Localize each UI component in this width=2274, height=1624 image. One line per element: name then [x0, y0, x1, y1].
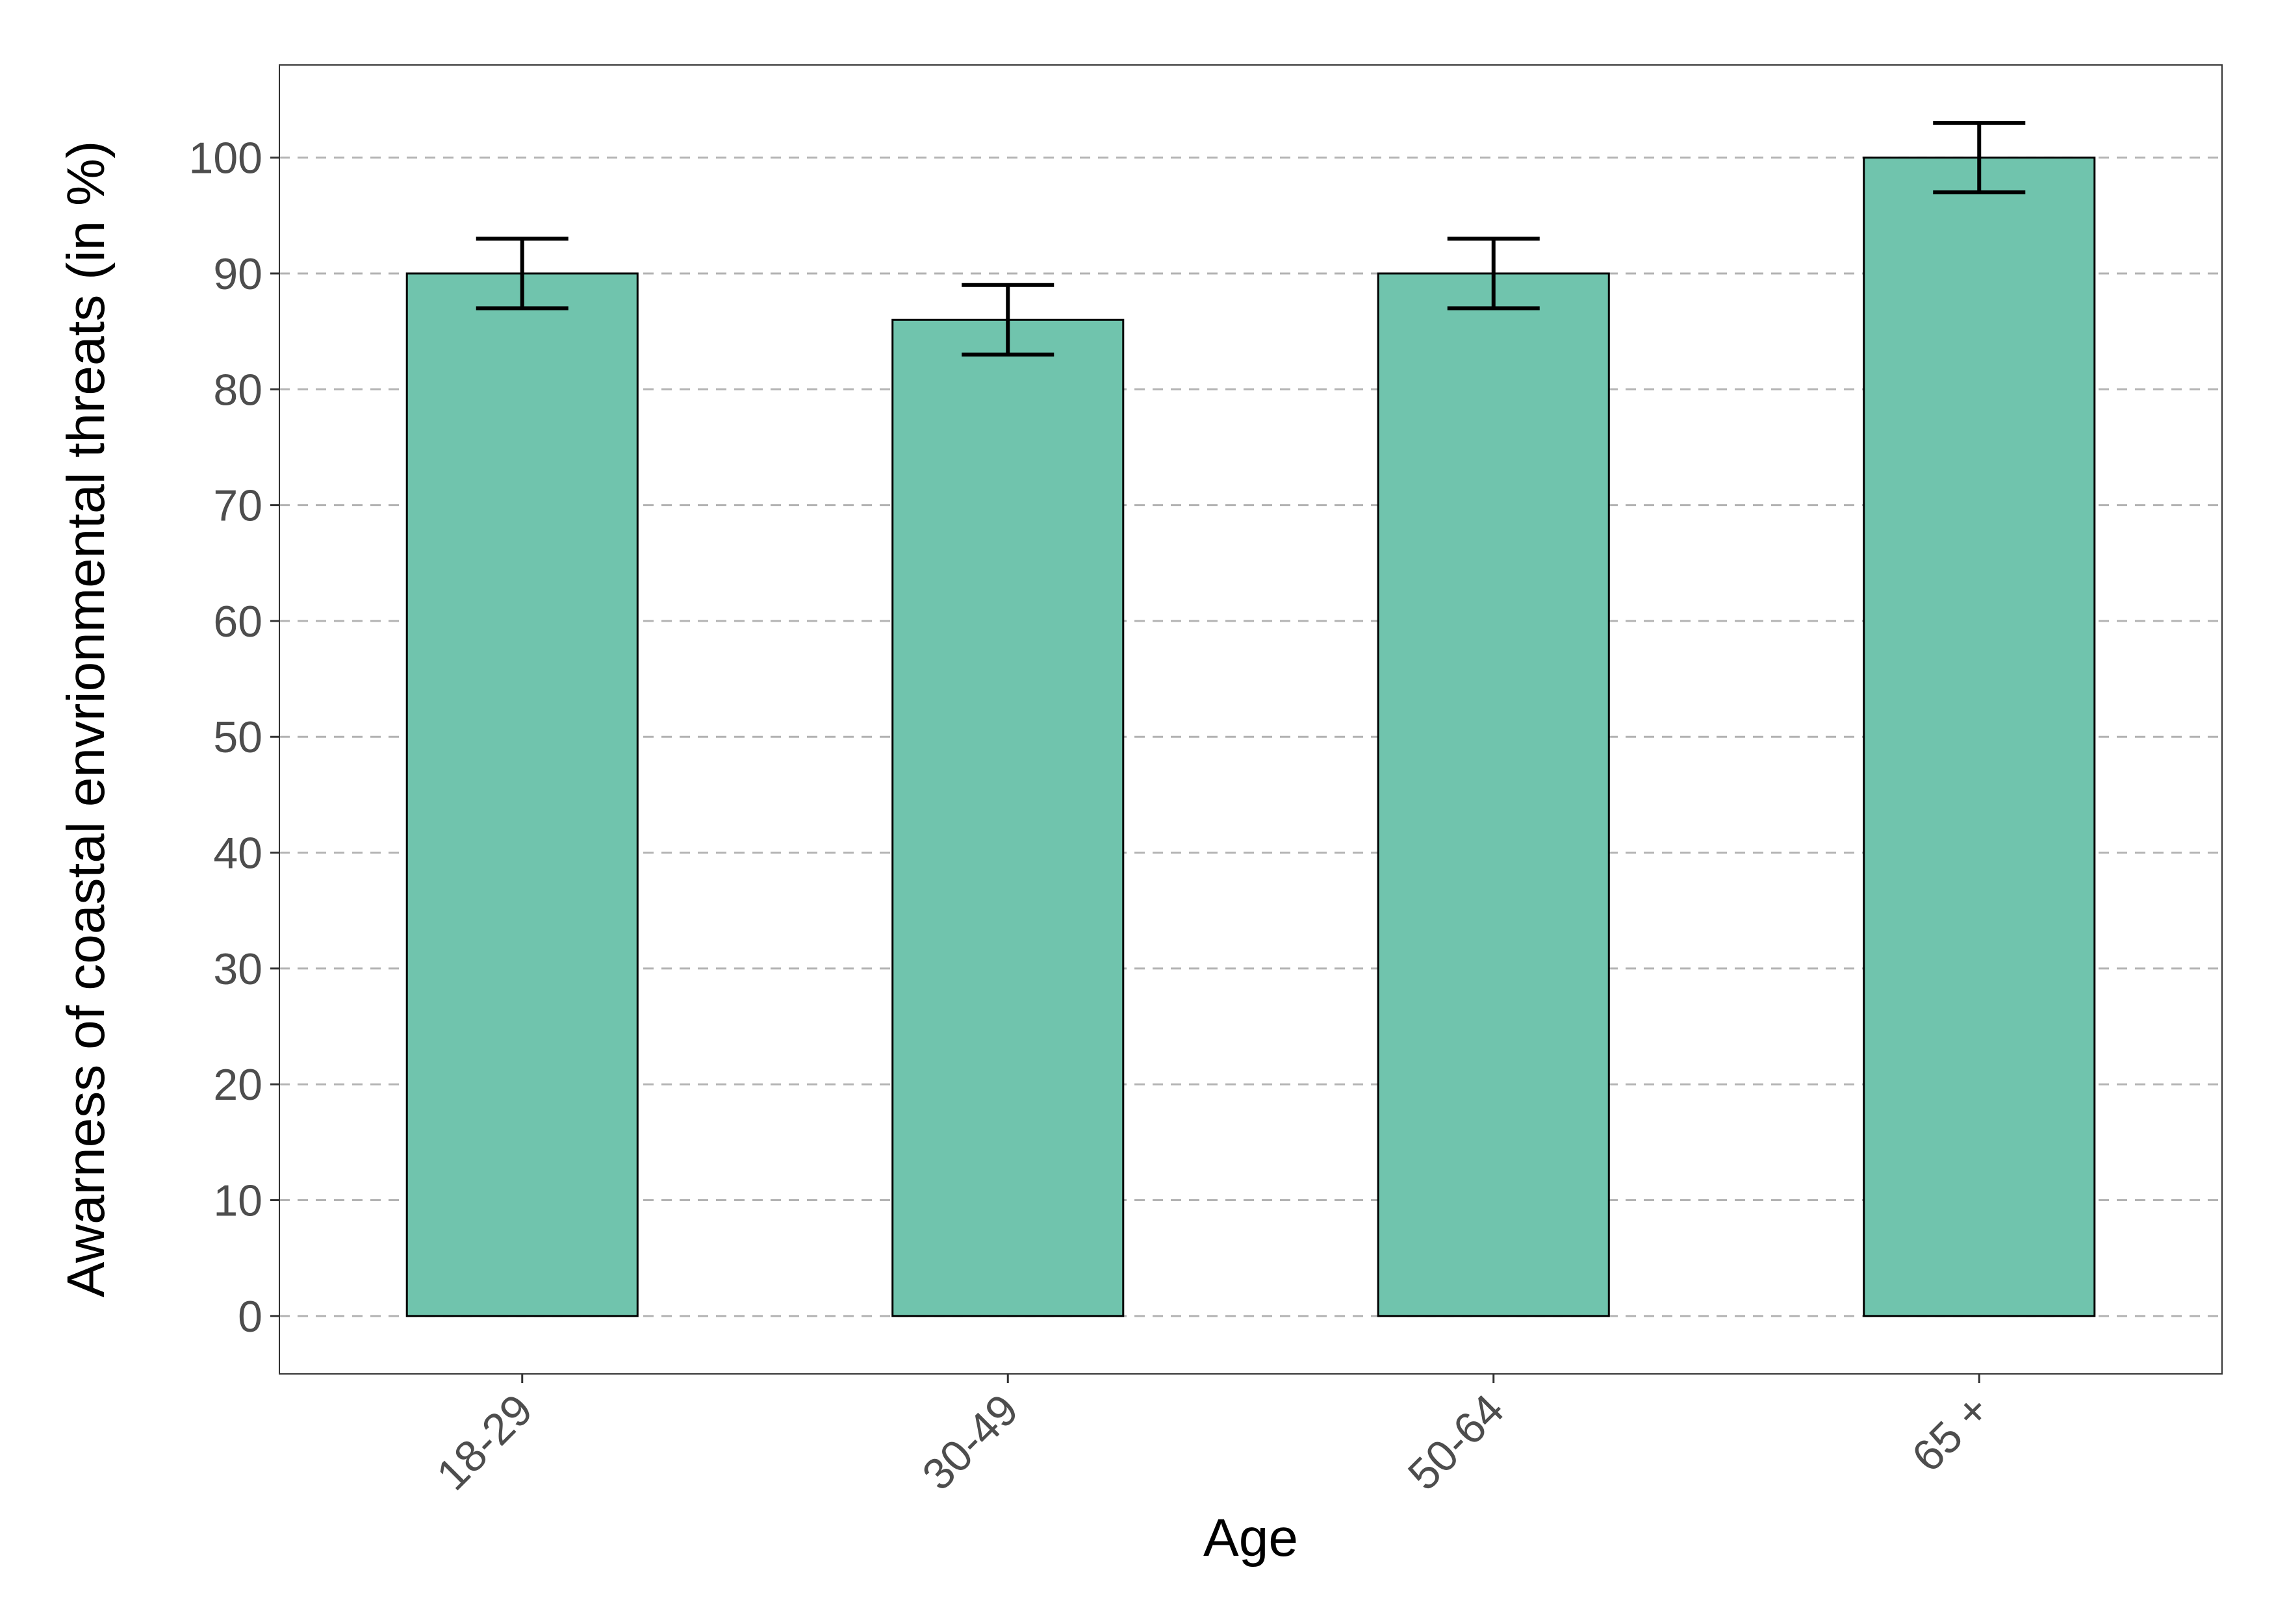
error-bar-65+	[1933, 121, 2026, 195]
x-tick-label: 65 +	[1902, 1385, 1999, 1482]
bar-65+	[1863, 157, 2096, 1317]
x-tick-label: 18-29	[428, 1385, 543, 1500]
x-axis-ticks: 18-29 30-49 50-64 65 +	[428, 1374, 1999, 1500]
error-bars	[476, 121, 2026, 357]
y-tick-label: 80	[213, 365, 262, 414]
y-tick-label: 30	[213, 945, 262, 994]
error-bar-50-64	[1447, 236, 1540, 311]
bar-18-29	[405, 272, 639, 1317]
y-tick-label: 70	[213, 481, 262, 531]
error-bar-30-49	[962, 283, 1054, 357]
y-tick-label: 20	[213, 1060, 262, 1110]
bar-30-49	[891, 318, 1125, 1317]
y-tick-label: 40	[213, 829, 262, 878]
x-tick-label: 50-64	[1399, 1385, 1514, 1500]
x-axis-title: Age	[1203, 1508, 1298, 1567]
x-tick-label: 30-49	[913, 1385, 1028, 1500]
y-tick-label: 90	[213, 249, 262, 299]
bar-50-64	[1377, 272, 1610, 1317]
bars	[405, 157, 2096, 1317]
y-tick-label: 100	[189, 134, 262, 183]
y-axis-ticks: 0 10 20 30 40 50 60 70 80 90 100	[189, 134, 279, 1341]
gridlines	[279, 157, 2222, 1317]
y-tick-label: 50	[213, 713, 262, 762]
y-axis-title: Awarness of coastal envrionmental threat…	[57, 141, 116, 1298]
plot-panel-border	[279, 64, 2223, 1375]
y-tick-label: 10	[213, 1176, 262, 1226]
y-tick-label: 60	[213, 597, 262, 646]
error-bar-18-29	[476, 236, 568, 311]
y-tick-label: 0	[238, 1292, 262, 1341]
